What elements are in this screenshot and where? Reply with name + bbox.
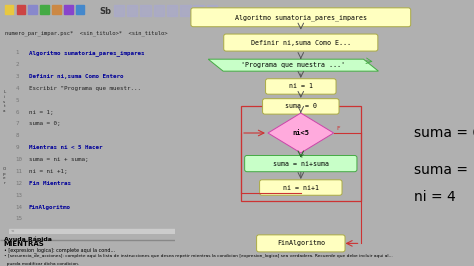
Text: 1: 1 bbox=[15, 50, 18, 55]
Text: 9: 9 bbox=[15, 145, 18, 150]
Text: F: F bbox=[337, 126, 340, 131]
Bar bbox=[193, 5, 204, 16]
Text: 11: 11 bbox=[15, 169, 22, 174]
Bar bbox=[207, 5, 217, 16]
Bar bbox=[9, 229, 175, 234]
Text: suma = ni+suma: suma = ni+suma bbox=[273, 161, 329, 167]
Text: 12: 12 bbox=[15, 181, 22, 186]
Text: pueda modificar dicha condicion.: pueda modificar dicha condicion. bbox=[3, 262, 79, 266]
Bar bbox=[52, 5, 61, 14]
FancyBboxPatch shape bbox=[263, 99, 339, 114]
Text: suma = 0: suma = 0 bbox=[285, 103, 317, 109]
Bar bbox=[5, 5, 13, 14]
Bar bbox=[17, 5, 25, 14]
FancyBboxPatch shape bbox=[224, 34, 378, 51]
Text: Algoritmo sumatoria_pares_impares: Algoritmo sumatoria_pares_impares bbox=[28, 50, 144, 56]
Text: 'Programa que muestra ...': 'Programa que muestra ...' bbox=[241, 62, 346, 68]
Text: 4: 4 bbox=[15, 86, 18, 91]
Bar bbox=[28, 5, 37, 14]
Text: O
p
e
r: O p e r bbox=[3, 167, 6, 185]
Text: numero_par_impar.psc*  <sin_titulo>*  <sin_titulo>: numero_par_impar.psc* <sin_titulo>* <sin… bbox=[5, 30, 167, 36]
Text: 3: 3 bbox=[15, 74, 18, 79]
Text: suma =: suma = bbox=[414, 163, 468, 177]
Text: ni = 4: ni = 4 bbox=[414, 190, 456, 204]
Text: Definir ni,suma Como Entero: Definir ni,suma Como Entero bbox=[28, 74, 123, 79]
Text: ni = 1: ni = 1 bbox=[289, 84, 313, 89]
Text: ni<5: ni<5 bbox=[292, 130, 310, 136]
Bar bbox=[154, 5, 164, 16]
Text: ni = 1;: ni = 1; bbox=[28, 110, 53, 115]
Bar bbox=[180, 5, 191, 16]
Text: MIENTRAS: MIENTRAS bbox=[3, 241, 44, 247]
Text: 5: 5 bbox=[15, 98, 18, 103]
Text: • [secuencia_de_acciones]: complete aqui la lista de instrucciones que desea rep: • [secuencia_de_acciones]: complete aqui… bbox=[3, 254, 392, 258]
Text: Sb: Sb bbox=[100, 7, 111, 16]
Text: ni = ni +1;: ni = ni +1; bbox=[28, 169, 67, 174]
Text: 6: 6 bbox=[15, 110, 18, 115]
FancyBboxPatch shape bbox=[245, 155, 357, 172]
Text: ni = ni+1: ni = ni+1 bbox=[283, 185, 319, 190]
FancyBboxPatch shape bbox=[191, 8, 410, 27]
Text: suma = 6: suma = 6 bbox=[414, 126, 474, 140]
Text: Mientras ni < 5 Hacer: Mientras ni < 5 Hacer bbox=[28, 145, 102, 150]
Text: Y: Y bbox=[301, 154, 304, 159]
Polygon shape bbox=[208, 59, 378, 71]
Text: FinAlgoritmo: FinAlgoritmo bbox=[28, 205, 71, 210]
Bar bbox=[241, 106, 361, 201]
Text: Definir ni,suma Como E...: Definir ni,suma Como E... bbox=[251, 40, 351, 45]
Text: 8: 8 bbox=[15, 133, 18, 138]
Text: Escribir "Programa que muestr...: Escribir "Programa que muestr... bbox=[28, 86, 141, 91]
Text: Fin Mientras: Fin Mientras bbox=[28, 181, 71, 186]
Text: suma = ni + suma;: suma = ni + suma; bbox=[28, 157, 88, 162]
Bar bbox=[140, 5, 151, 16]
Text: FinAlgoritmo: FinAlgoritmo bbox=[277, 240, 325, 246]
Polygon shape bbox=[268, 113, 334, 153]
FancyBboxPatch shape bbox=[260, 180, 342, 195]
Text: 2: 2 bbox=[15, 62, 18, 67]
Text: L
i
s
t
a: L i s t a bbox=[3, 90, 6, 113]
Bar bbox=[76, 5, 84, 14]
FancyBboxPatch shape bbox=[256, 235, 345, 252]
Text: • [expresion_logica]: complete aqui la cond...: • [expresion_logica]: complete aqui la c… bbox=[3, 247, 115, 252]
Text: Ayuda Rápida: Ayuda Rápida bbox=[3, 236, 51, 242]
Text: 15: 15 bbox=[15, 217, 22, 222]
Bar bbox=[114, 5, 124, 16]
Text: Algoritmo sumatoria_pares_impares: Algoritmo sumatoria_pares_impares bbox=[235, 14, 367, 20]
Text: 14: 14 bbox=[15, 205, 22, 210]
Text: 13: 13 bbox=[15, 193, 22, 198]
FancyBboxPatch shape bbox=[265, 79, 336, 94]
Bar bbox=[167, 5, 177, 16]
Text: <: < bbox=[10, 228, 14, 232]
Bar bbox=[64, 5, 73, 14]
Text: 10: 10 bbox=[15, 157, 22, 162]
Text: suma = 0;: suma = 0; bbox=[28, 122, 60, 126]
Bar bbox=[40, 5, 49, 14]
Text: 7: 7 bbox=[15, 122, 18, 126]
Bar bbox=[127, 5, 137, 16]
